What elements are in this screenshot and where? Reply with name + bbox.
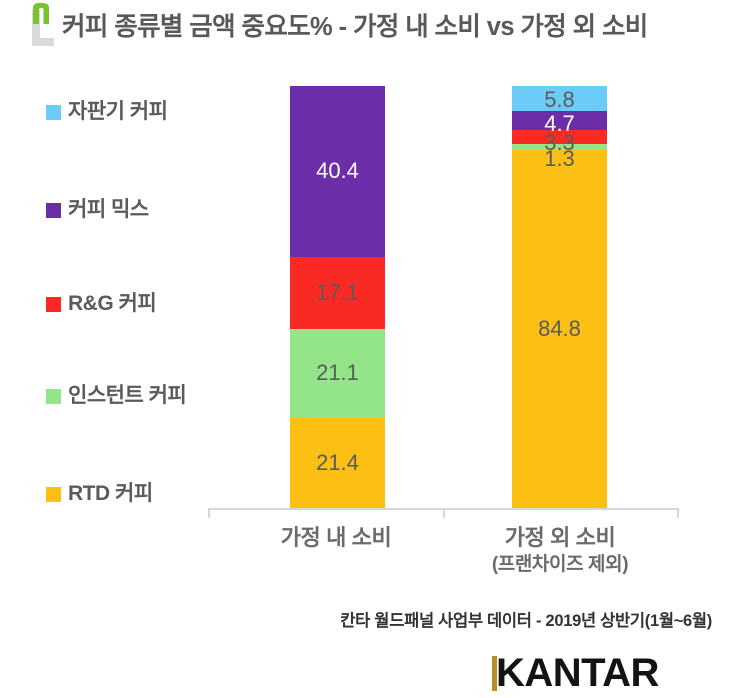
legend-swatch-icon	[46, 202, 61, 218]
bar-segment-instant-coffee[interactable]	[512, 144, 607, 150]
legend-swatch-icon	[46, 486, 61, 502]
x-axis-tick	[208, 508, 210, 518]
x-axis-tick	[677, 508, 679, 518]
bar-segment-rtd-coffee[interactable]: 21.4	[290, 417, 385, 508]
bar-segment-coffee-mix[interactable]: 40.4	[290, 86, 385, 257]
kantar-wordmark: KANTAR	[496, 651, 659, 695]
legend-item-instant-coffee[interactable]: 인스턴트 커피	[46, 384, 187, 408]
bar-value-label-mix: 4.7	[544, 111, 575, 136]
bar-value-label-instant: 1.3	[544, 146, 575, 171]
bar-segment-instant-coffee[interactable]: 21.1	[290, 328, 385, 418]
bar-value-label-rg: 3.3	[544, 130, 575, 155]
x-axis-tick	[443, 508, 445, 518]
bar-value-label: 40.4	[316, 158, 359, 184]
kantar-logo: KANTAR	[492, 652, 659, 694]
legend-item-vending-coffee[interactable]: 자판기 커피	[46, 100, 168, 124]
bar-segment-vending-coffee[interactable]	[512, 86, 607, 111]
bar-segment-rtd-coffee[interactable]: 84.8	[512, 149, 607, 508]
x-axis-category-in-home: 가정 내 소비	[216, 524, 456, 552]
bracket-shape	[32, 10, 54, 46]
bar-value-label-vending: 5.8	[544, 87, 575, 112]
chart-header: 커피 종류별 금액 중요도% - 가정 내 소비 vs 가정 외 소비	[0, 0, 752, 60]
legend-item-coffee-mix[interactable]: 커피 믹스	[46, 198, 149, 222]
green-caret-shape	[33, 3, 49, 24]
page-title: 커피 종류별 금액 중요도% - 가정 내 소비 vs 가정 외 소비	[62, 13, 648, 41]
kantar-bracket-caret-icon	[28, 2, 58, 48]
legend-item-label: 커피 믹스	[68, 198, 149, 221]
stacked-bar-out-of-home: 84.8	[512, 86, 607, 508]
legend-item-rg-coffee[interactable]: R&G 커피	[46, 292, 157, 316]
bar-value-label: 21.4	[316, 449, 359, 475]
bar-segment-rg-coffee[interactable]: 17.1	[290, 256, 385, 329]
legend-item-rtd-coffee[interactable]: RTD 커피	[46, 482, 153, 506]
bar-value-label: 21.1	[316, 360, 359, 386]
source-note: 칸타 월드패널 사업부 데이터 - 2019년 상반기(1월~6월)	[340, 612, 712, 630]
bar-value-label: 84.8	[538, 315, 581, 341]
legend-swatch-icon	[46, 104, 61, 120]
legend-item-label: R&G 커피	[68, 292, 157, 315]
legend-item-label: 자판기 커피	[68, 100, 168, 123]
bar-segment-rg-coffee[interactable]	[512, 130, 607, 145]
legend-swatch-icon	[46, 388, 61, 404]
legend-item-label: RTD 커피	[68, 482, 153, 505]
category-label: 가정 외 소비	[504, 525, 616, 550]
chart-legend: 자판기 커피 커피 믹스 R&G 커피 인스턴트 커피 RTD 커피	[46, 94, 276, 514]
legend-swatch-icon	[46, 296, 61, 312]
stacked-bar-in-home: 40.4 17.1 21.1 21.4	[290, 86, 385, 508]
legend-item-label: 인스턴트 커피	[68, 384, 187, 407]
x-axis-category-out-of-home: 가정 외 소비 (프랜차이즈 제외)	[440, 524, 680, 578]
category-sublabel: (프랜차이즈 제외)	[491, 554, 629, 575]
kantar-accent-bar-icon	[492, 655, 497, 691]
bar-segment-coffee-mix[interactable]	[512, 110, 607, 131]
bar-value-label: 17.1	[316, 279, 359, 305]
category-label: 가정 내 소비	[280, 525, 392, 550]
